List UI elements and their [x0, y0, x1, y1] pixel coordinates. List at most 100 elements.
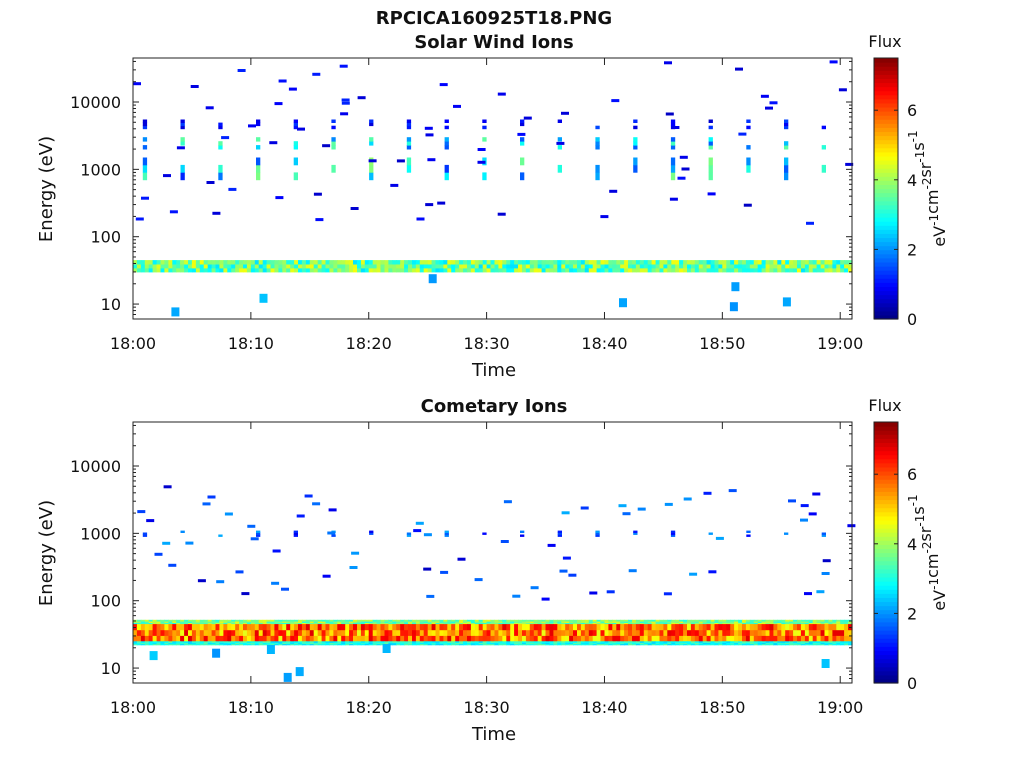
flux-cell: [467, 622, 472, 625]
flux-cell: [616, 642, 621, 645]
colorbar-segment: [874, 581, 898, 586]
flux-point: [457, 557, 466, 561]
flux-cell: [620, 260, 625, 265]
x-tick-label: 18:00: [110, 334, 156, 353]
flux-cell: [816, 622, 822, 625]
flux-cell: [679, 643, 684, 646]
flux-point: [141, 196, 149, 200]
flux-cell: [600, 624, 605, 631]
flux-cell: [309, 260, 315, 265]
flux-cell: [144, 621, 150, 623]
colorbar-segment: [874, 70, 898, 75]
flux-cell: [734, 622, 739, 625]
flux-cell: [262, 641, 268, 643]
flux-cell: [639, 619, 645, 622]
flux-cell: [419, 621, 425, 623]
flux-cell: [376, 622, 382, 625]
flux-cell: [431, 268, 437, 273]
flux-cell: [423, 260, 429, 265]
flux-cell: [506, 619, 511, 622]
flux-cell: [239, 264, 244, 269]
flux-cell: [522, 621, 527, 623]
flux-cell: [832, 622, 837, 625]
flux-cell: [360, 643, 366, 646]
flux-point: [340, 112, 349, 116]
colorbar-segment: [874, 650, 898, 656]
flux-cell: [808, 642, 814, 645]
flux-cell: [675, 622, 680, 625]
flux-cell: [525, 621, 531, 623]
flux-cell: [765, 641, 771, 643]
flux-cell: [730, 635, 735, 642]
flux-cell: [360, 621, 366, 623]
flux-cell: [180, 624, 185, 631]
flux-cell: [580, 643, 586, 646]
flux-cell: [184, 635, 189, 642]
flux-point: [822, 559, 831, 563]
flux-cell: [357, 629, 362, 636]
flux-cell: [290, 624, 295, 631]
flux-cell: [353, 268, 358, 273]
flux-cell: [239, 622, 244, 625]
flux-cell: [647, 260, 653, 265]
flux-cell: [647, 642, 653, 645]
flux-cell: [423, 642, 429, 645]
flux-cell: [490, 642, 495, 645]
flux-cell: [274, 260, 279, 265]
flux-cell: [250, 642, 256, 645]
flux-cell: [184, 642, 189, 645]
flux-cell: [172, 619, 177, 622]
flux-cell: [773, 260, 778, 265]
flux-cell: [455, 641, 460, 643]
flux-point: [561, 111, 569, 115]
flux-cell: [659, 643, 664, 646]
colorbar-segment: [874, 82, 898, 88]
flux-cell: [246, 629, 252, 636]
flux-cell: [529, 642, 535, 645]
flux-point: [821, 572, 830, 575]
flux-cell: [439, 642, 444, 645]
flux-cell: [160, 635, 165, 642]
flux-cell: [494, 643, 499, 646]
flux-cell: [655, 624, 661, 631]
flux-cell: [600, 621, 605, 623]
flux-point: [800, 504, 809, 508]
flux-cell: [800, 643, 806, 646]
flux-cell: [133, 643, 138, 646]
flux-cell: [541, 641, 547, 643]
flux-cell: [380, 260, 385, 265]
flux-cell: [663, 635, 668, 642]
flux-cell: [557, 264, 562, 269]
flux-cell: [345, 642, 350, 645]
flux-cell: [357, 622, 362, 625]
flux-point: [804, 592, 812, 596]
flux-cell: [773, 624, 778, 631]
colorbar-segment: [874, 666, 898, 672]
flux-cell: [215, 643, 220, 646]
flux-cell: [545, 643, 550, 646]
flux-cell: [706, 260, 712, 265]
flux-cell: [199, 619, 205, 622]
flux-cell: [341, 264, 346, 269]
colorbar-segment: [874, 294, 898, 300]
flux-cell: [444, 145, 449, 150]
flux-cell: [533, 622, 539, 625]
flux-cell: [369, 141, 374, 146]
flux-cell: [804, 624, 810, 631]
flux-cell: [639, 621, 645, 623]
flux-cell: [357, 624, 362, 631]
flux-cell: [655, 268, 661, 273]
flux-cell: [478, 622, 484, 625]
flux-cell: [667, 260, 672, 265]
flux-cell: [406, 119, 412, 123]
flux-cell: [455, 624, 460, 631]
flux-cell: [372, 619, 378, 622]
flux-cell: [592, 635, 598, 642]
flux-cell: [270, 641, 275, 643]
flux-cell: [595, 164, 600, 173]
cometary-title: Cometary Ions: [421, 396, 568, 417]
flux-cell: [274, 621, 279, 623]
flux-cell: [243, 268, 248, 273]
flux-cell: [168, 268, 173, 273]
y-tick-label: 1000: [80, 160, 121, 179]
